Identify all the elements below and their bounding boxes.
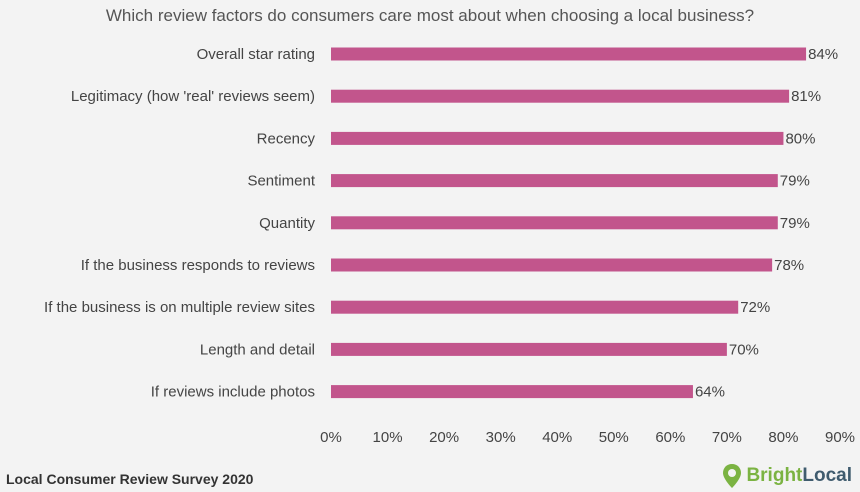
bar: [331, 47, 807, 61]
x-tick-label: 20%: [429, 429, 459, 446]
brightlocal-logo: BrightLocal: [721, 463, 852, 489]
category-label: Sentiment: [247, 173, 315, 190]
value-label: 79%: [780, 173, 810, 190]
category-label: If the business responds to reviews: [81, 257, 315, 274]
bar: [331, 174, 778, 188]
bar: [331, 131, 784, 145]
value-label: 72%: [740, 299, 770, 316]
value-label: 64%: [695, 384, 725, 401]
category-label: Length and detail: [200, 341, 315, 358]
x-tick-label: 30%: [486, 429, 516, 446]
category-label: Quantity: [259, 215, 315, 232]
x-tick-label: 0%: [320, 429, 342, 446]
x-tick-label: 70%: [712, 429, 742, 446]
x-tick-label: 90%: [825, 429, 855, 446]
x-tick-label: 80%: [768, 429, 798, 446]
category-label: Recency: [257, 130, 316, 147]
brand-name-part-2: Local: [802, 465, 852, 486]
bar: [331, 385, 693, 399]
source-caption: Local Consumer Review Survey 2020: [6, 471, 254, 487]
value-label: 80%: [785, 130, 815, 147]
value-label: 70%: [729, 341, 759, 358]
x-tick-label: 10%: [373, 429, 403, 446]
bar: [331, 89, 790, 103]
category-label: If the business is on multiple review si…: [44, 299, 315, 316]
brand-name-part-1: Bright: [746, 465, 803, 486]
x-tick-label: 40%: [542, 429, 572, 446]
value-label: 81%: [791, 88, 821, 105]
map-pin-icon: [723, 464, 742, 488]
value-label: 78%: [774, 257, 804, 274]
bar: [331, 216, 778, 230]
value-label: 84%: [808, 46, 838, 63]
category-label: Overall star rating: [197, 46, 315, 63]
x-tick-label: 60%: [655, 429, 685, 446]
brand-name: BrightLocal: [746, 465, 852, 487]
bar: [331, 300, 739, 314]
value-label: 79%: [780, 215, 810, 232]
bar: [331, 258, 773, 272]
chart-title: Which review factors do consumers care m…: [105, 6, 755, 25]
x-tick-label: 50%: [599, 429, 629, 446]
category-label: If reviews include photos: [151, 384, 315, 401]
bar: [331, 342, 727, 356]
category-label: Legitimacy (how 'real' reviews seem): [71, 88, 315, 105]
